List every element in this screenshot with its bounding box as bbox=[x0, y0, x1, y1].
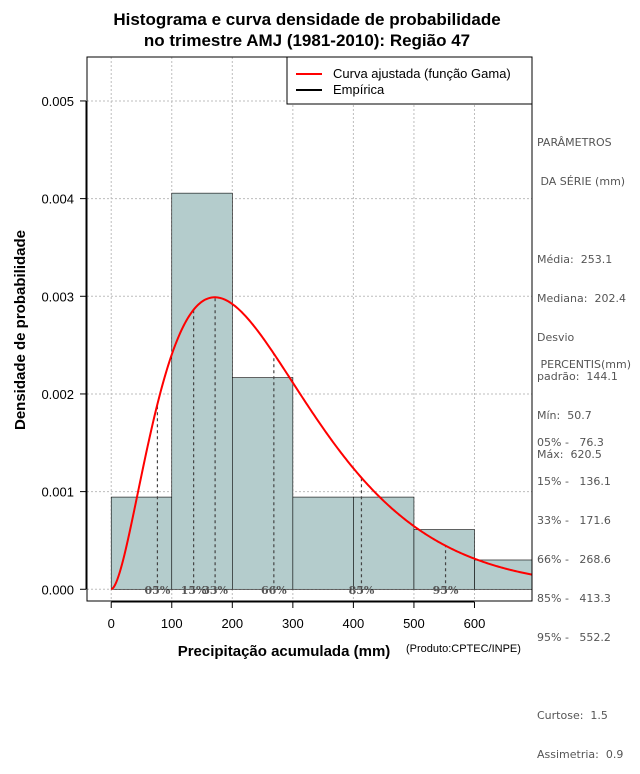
percentile-label-95%: 95% bbox=[433, 584, 459, 597]
legend-curve-label: Curva ajustada (função Gama) bbox=[333, 66, 511, 81]
histogram-bar-3 bbox=[292, 496, 354, 590]
x-tick-label-0: 0 bbox=[108, 616, 115, 631]
percentil-95: 95% - 552.2 bbox=[537, 631, 611, 644]
y-axis: 0.000 0.001 0.002 0.003 0.004 0.005 bbox=[41, 94, 87, 597]
histogram-bar-1 bbox=[171, 192, 233, 590]
x-tick-label-5: 500 bbox=[403, 616, 425, 631]
x-tick-label-1: 100 bbox=[161, 616, 183, 631]
param-min: Mín: 50.7 bbox=[537, 409, 592, 422]
param-std-label: Desvio bbox=[537, 331, 575, 344]
y-tick-label-1: 0.001 bbox=[41, 485, 74, 500]
x-tick-label-3: 300 bbox=[282, 616, 304, 631]
param-median: Mediana: 202.4 bbox=[537, 292, 626, 305]
percentile-markers: 05% 15%33% 66% 85% 95% bbox=[145, 297, 459, 597]
histogram-bar-2 bbox=[232, 377, 294, 590]
percentile-label-33%: 33% bbox=[202, 584, 228, 597]
x-tick-label-2: 200 bbox=[221, 616, 243, 631]
y-axis-label: Densidade de probabilidade bbox=[12, 230, 29, 430]
percentil-15: 15% - 136.1 bbox=[537, 475, 611, 488]
x-tick-label-6: 600 bbox=[464, 616, 486, 631]
histogram-bars bbox=[110, 192, 533, 590]
histogram-bar-0 bbox=[110, 496, 173, 590]
percentiles-panel: PERCENTIS(mm) 05% - 76.3 15% - 136.1 33%… bbox=[537, 332, 640, 774]
legend: Curva ajustada (função Gama) Empírica bbox=[286, 56, 533, 105]
histogram-bar-5 bbox=[413, 529, 475, 590]
percentil-85: 85% - 413.3 bbox=[537, 592, 611, 605]
percentile-label-66%: 66% bbox=[261, 584, 287, 597]
x-tick-label-4: 400 bbox=[343, 616, 365, 631]
param-mean: Média: 253.1 bbox=[537, 253, 613, 266]
y-tick-label-2: 0.002 bbox=[41, 387, 74, 402]
chart-title-line-2: no trimestre AMJ (1981-2010): Região 47 bbox=[144, 31, 470, 50]
histogram-bar-4 bbox=[353, 496, 415, 590]
chart-title-line-1: Histograma e curva densidade de probabil… bbox=[113, 10, 500, 29]
legend-box bbox=[286, 56, 533, 105]
legend-empirical-label: Empírica bbox=[333, 82, 385, 97]
param-max: Máx: 620.5 bbox=[537, 448, 602, 461]
y-tick-label-0: 0.000 bbox=[41, 582, 74, 597]
y-tick-label-3: 0.003 bbox=[41, 289, 74, 304]
x-axis-label: Precipitação acumulada (mm) bbox=[178, 643, 391, 660]
y-tick-label-5: 0.005 bbox=[41, 94, 74, 109]
percentile-label-85%: 85% bbox=[349, 584, 375, 597]
params-title-line-2: DA SÉRIE (mm) bbox=[537, 175, 626, 188]
x-axis: 0 100 200 300 400 500 600 bbox=[108, 601, 486, 631]
percentil-05: 05% - 76.3 bbox=[537, 436, 604, 449]
stat-skewness: Assimetria: 0.9 bbox=[537, 748, 624, 761]
stat-kurtosis: Curtose: 1.5 bbox=[537, 709, 608, 722]
histogram-chart: Histograma e curva densidade de probabil… bbox=[12, 10, 533, 660]
y-tick-label-4: 0.004 bbox=[41, 192, 74, 207]
credit-text: (Produto:CPTEC/INPE) bbox=[406, 643, 521, 655]
percentile-label-05%: 05% bbox=[145, 584, 171, 597]
percentis-title: PERCENTIS(mm) bbox=[537, 358, 631, 371]
param-std: padrão: 144.1 bbox=[537, 370, 618, 383]
series-parameters-panel: PARÂMETROS DA SÉRIE (mm) Média: 253.1 Me… bbox=[537, 110, 640, 474]
percentile-label-15%: 15% bbox=[181, 584, 207, 597]
histogram-bar-6 bbox=[474, 559, 533, 590]
percentil-33: 33% - 171.6 bbox=[537, 514, 611, 527]
params-title-line-1: PARÂMETROS bbox=[537, 136, 612, 149]
gamma-fit-curve bbox=[110, 296, 533, 591]
percentil-66: 66% - 268.6 bbox=[537, 553, 611, 566]
